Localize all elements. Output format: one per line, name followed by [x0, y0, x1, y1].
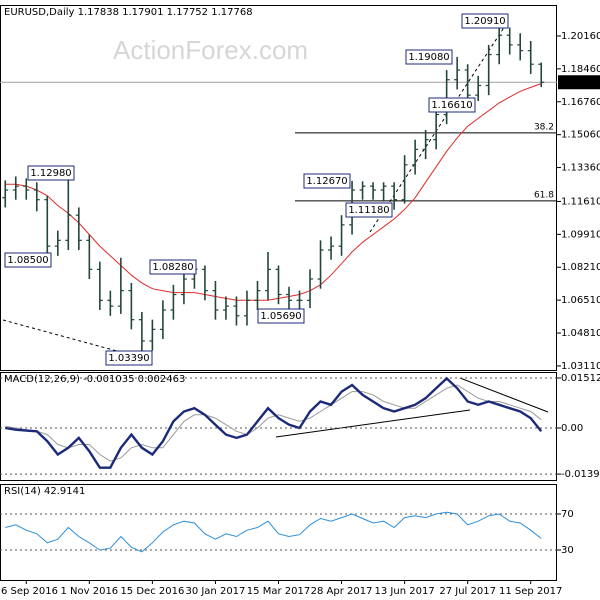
x-tick-label: 16 Sep 2016 [0, 586, 58, 597]
y-tick-label: 1.16760 [561, 97, 600, 108]
y-tick-label: 1.11610 [561, 196, 600, 207]
annotation-box [149, 259, 197, 275]
annotation-box [405, 49, 453, 65]
y-tick-label: 70 [561, 509, 574, 520]
x-tick-label: 15 Mar 2017 [247, 586, 310, 597]
watermark: ActionForex.com [113, 35, 308, 65]
y-tick-label: 1.04810 [561, 328, 600, 339]
y-tick-label: 1.03110 [561, 361, 600, 372]
annotation-label: 1.08280 [152, 262, 193, 273]
annotation-box [4, 252, 52, 268]
y-tick-label: 1.09910 [561, 229, 600, 240]
fib-label: 61.8 [534, 190, 554, 200]
trend-line [275, 409, 471, 438]
fib-label: 38.2 [534, 122, 554, 132]
annotation-label: 1.11180 [348, 205, 389, 216]
x-tick-label: 30 Jan 2017 [185, 586, 245, 597]
indicator-line [5, 376, 543, 469]
x-tick-label: 13 Jun 2017 [375, 586, 435, 597]
moving-average [5, 83, 542, 301]
price-frame [0, 5, 557, 371]
annotation-box [105, 350, 153, 366]
annotation-label: 1.08500 [7, 255, 48, 266]
y-tick-label: -0.01393 [561, 469, 600, 480]
x-tick-label: 1 Nov 2016 [60, 586, 118, 597]
y-tick-label: 1.08210 [561, 262, 600, 273]
annotation-box [428, 97, 476, 113]
annotation-label: 1.12670 [306, 176, 347, 187]
trend-line [459, 377, 549, 413]
annotation-box [257, 308, 305, 324]
annotation-label: 1.20910 [464, 16, 505, 27]
last-price-label: 1.17768 [561, 77, 600, 88]
y-tick-label: 1.13360 [561, 163, 600, 174]
annotation-label: 1.05690 [260, 311, 301, 322]
y-tick-label: 1.20160 [561, 31, 600, 42]
annotation-label: 1.19080 [408, 52, 449, 63]
annotation-label: 1.12980 [30, 168, 71, 179]
price-title: EURUSD,Daily 1.17838 1.17901 1.17752 1.1… [4, 7, 253, 18]
annotation-box [461, 13, 509, 29]
rsi-title: RSI(14) 42.9141 [4, 486, 85, 497]
y-tick-label: 1.15060 [561, 130, 600, 141]
annotation-box [303, 173, 351, 189]
macd-frame [0, 372, 557, 481]
last-price-box [558, 75, 600, 90]
y-tick-label: 0.00 [561, 423, 583, 434]
y-tick-label: 1.06510 [561, 295, 600, 306]
trend-line [369, 25, 506, 233]
y-tick-label: 30 [561, 545, 574, 556]
annotation-box [345, 202, 393, 218]
macd-title: MACD(12,26,9) -0.001035 0.002463 [4, 374, 185, 385]
x-tick-label: 27 Jul 2017 [439, 586, 496, 597]
annotation-label: 1.16610 [431, 100, 472, 111]
x-tick-label: 15 Dec 2016 [120, 586, 184, 597]
annotation-label: 1.03390 [108, 353, 149, 364]
x-tick-label: 11 Sep 2017 [499, 586, 562, 597]
indicator-line [5, 384, 542, 462]
x-tick-label: 28 Apr 2017 [311, 586, 373, 597]
y-tick-label: 1.18460 [561, 64, 600, 75]
y-tick-label: 0.01512 [561, 373, 600, 384]
annotation-box [27, 165, 75, 181]
indicator-line [5, 511, 542, 553]
